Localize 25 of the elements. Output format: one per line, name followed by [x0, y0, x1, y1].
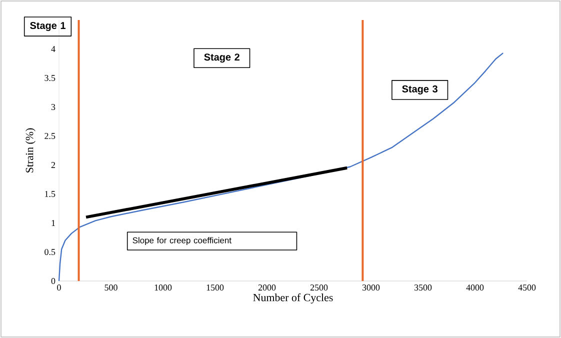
- x-tick-label: 4000: [466, 284, 484, 291]
- y-tick-label: 0.5: [44, 248, 56, 256]
- x-tick-label: 500: [104, 284, 118, 291]
- y-tick-label: 4: [51, 46, 56, 52]
- x-tick-label: 3500: [414, 284, 432, 291]
- y-tick-label: 0: [51, 278, 56, 284]
- annotation: Stage 2: [204, 54, 240, 63]
- x-tick-label: 2000: [258, 284, 276, 291]
- y-tick-label: 3: [51, 104, 56, 110]
- x-tick-label: 4500: [518, 284, 536, 291]
- x-tick-label: 0: [57, 284, 61, 291]
- y-tick-label: 2.5: [44, 132, 56, 140]
- x-tick-label: 1500: [206, 284, 224, 291]
- y-tick-label: 1.5: [45, 190, 56, 198]
- x-tick-label: 3000: [362, 284, 380, 291]
- x-tick-label: 2500: [310, 284, 328, 291]
- y-tick-label: 2: [51, 162, 55, 168]
- x-tick-label: 1000: [154, 284, 172, 291]
- y-tick-label: 1: [52, 220, 55, 226]
- y-tick-label: 3.5: [44, 74, 56, 82]
- annotation: Slope for creep coefficient: [132, 237, 232, 246]
- y-axis-title: Strain (%): [26, 128, 36, 172]
- x-axis-title: Number of Cycles: [253, 293, 333, 304]
- annotation: Stage 3: [402, 85, 438, 94]
- annotation: Stage 1: [30, 22, 66, 32]
